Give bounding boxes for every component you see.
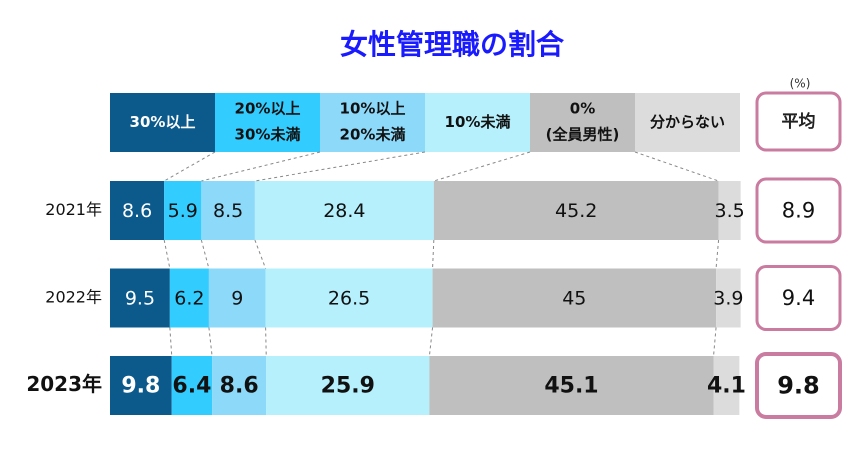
row-label: 2021年 (45, 200, 102, 219)
value-label: 9 (231, 288, 243, 310)
average-value: 9.8 (777, 372, 820, 400)
bar-segment (110, 181, 165, 240)
connector (201, 151, 321, 182)
bar-segment (432, 268, 717, 328)
connector (163, 151, 216, 182)
value-label: 4.1 (707, 374, 746, 399)
value-label: 8.6 (220, 374, 259, 399)
bar-segment (208, 268, 266, 328)
average-header-box (755, 91, 842, 152)
connector (715, 239, 720, 269)
legend-swatch (320, 93, 425, 152)
value-label: 25.9 (321, 374, 375, 399)
connector (169, 327, 173, 357)
connector (254, 151, 426, 182)
bar-segment (212, 356, 267, 415)
bar-segment (201, 181, 255, 240)
legend-label: 0% (570, 100, 595, 118)
average-box (755, 177, 842, 244)
legend-label: 10%未満 (445, 113, 511, 131)
connector (428, 327, 434, 357)
average-header: 平均 (782, 111, 816, 132)
legend-swatch (425, 93, 530, 152)
bar-segment (718, 181, 741, 240)
row-label: 2022年 (45, 288, 102, 307)
bar-segment (716, 268, 741, 328)
bar-segment (433, 181, 719, 240)
legend-label: 30%未満 (235, 126, 301, 144)
bar-segment (169, 268, 209, 328)
value-label: 45 (562, 288, 586, 310)
legend-label: 10%以上 (340, 100, 406, 118)
connector (254, 239, 267, 269)
average-box (755, 352, 842, 419)
bar-segment (110, 268, 170, 328)
connector (265, 327, 267, 357)
value-label: 9.8 (121, 374, 160, 399)
bar-segment (713, 356, 740, 415)
value-label: 9.5 (125, 288, 155, 310)
legend-swatch (635, 93, 740, 152)
value-label: 6.4 (172, 374, 211, 399)
value-label: 6.2 (174, 288, 204, 310)
average-box (755, 265, 842, 331)
average-value: 8.9 (782, 199, 815, 223)
chart-title: 女性管理職の割合 (340, 28, 565, 61)
connector (713, 327, 717, 357)
bar-segment (266, 356, 430, 415)
legend-swatch (215, 93, 320, 152)
bar-segment (164, 181, 202, 240)
connector (432, 239, 435, 269)
connector (163, 239, 171, 269)
value-label: 3.5 (714, 200, 744, 222)
legend-swatch (530, 93, 635, 152)
row-label: 2023年 (26, 372, 102, 396)
value-label: 26.5 (328, 288, 370, 310)
value-label: 5.9 (168, 200, 198, 222)
legend-swatch (110, 93, 215, 152)
connector (433, 151, 531, 182)
connector (208, 327, 213, 357)
connector (634, 151, 719, 182)
legend-label: (全員男性) (546, 126, 620, 144)
connector (200, 239, 210, 269)
value-label: 45.1 (544, 374, 598, 399)
legend-label: 20%未満 (340, 126, 406, 144)
bar-segment (110, 356, 172, 415)
bar-segment (171, 356, 213, 415)
value-label: 8.5 (213, 200, 243, 222)
unit-label: (%) (790, 77, 811, 91)
legend-label: 分からない (650, 113, 725, 131)
value-label: 28.4 (323, 200, 365, 222)
bar-segment (254, 181, 434, 240)
bar-segment (429, 356, 714, 415)
value-label: 45.2 (555, 200, 597, 222)
value-label: 8.6 (122, 200, 152, 222)
legend-label: 20%以上 (235, 100, 301, 118)
value-label: 3.9 (713, 288, 743, 310)
bar-segment (265, 268, 433, 328)
average-value: 9.4 (782, 286, 815, 310)
legend-label: 30%以上 (130, 113, 196, 131)
